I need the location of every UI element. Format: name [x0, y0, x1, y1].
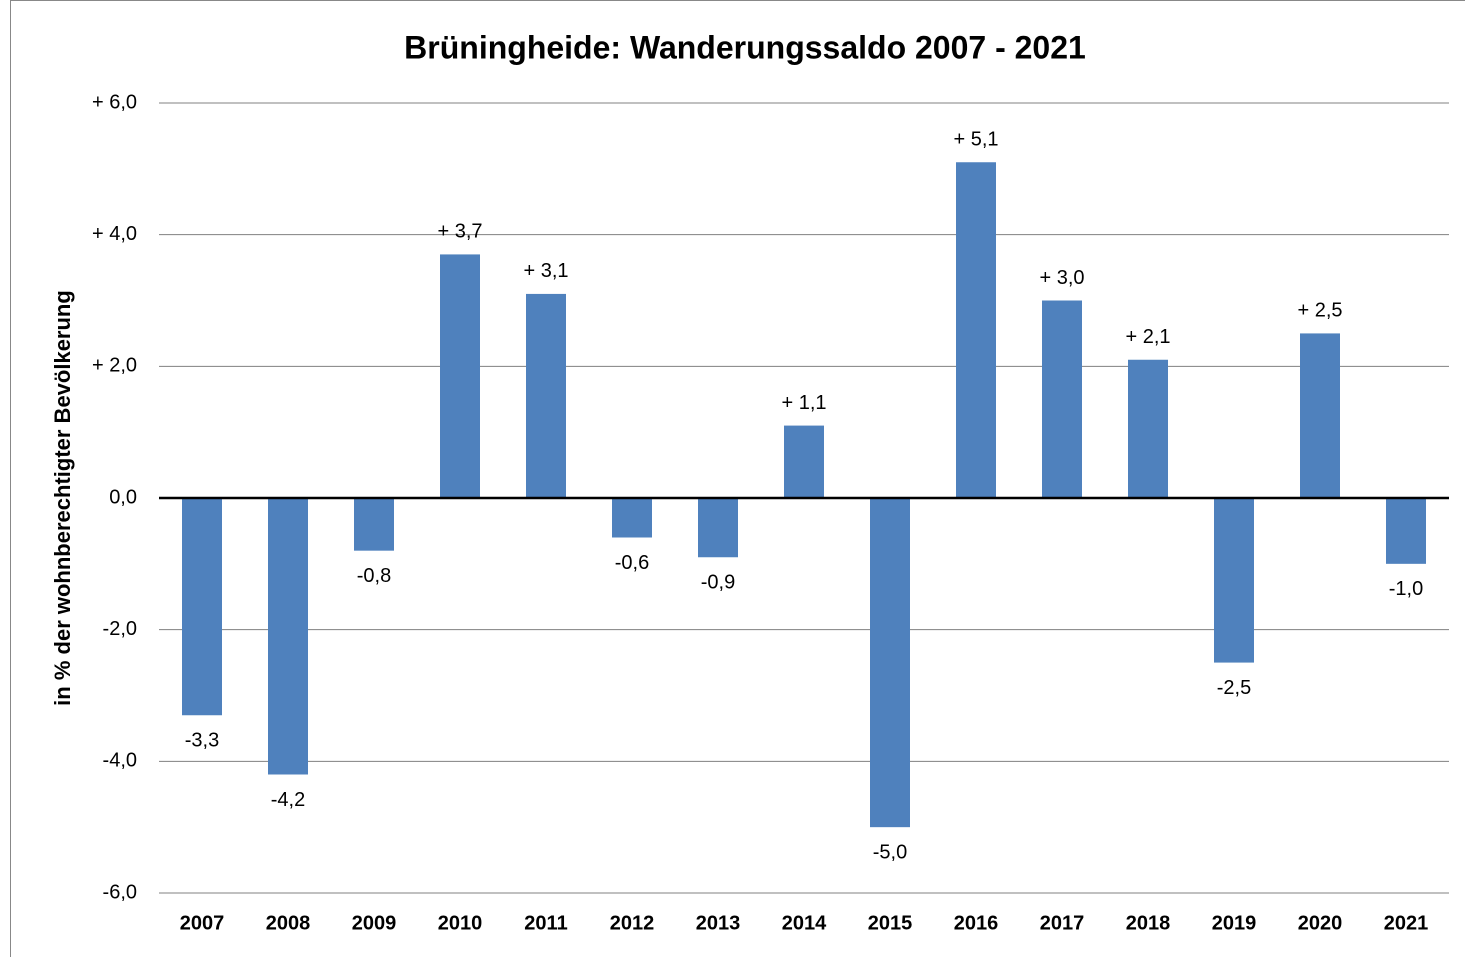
y-axis-label: in % der wohnberechtigter Bevölkerung [50, 290, 75, 706]
x-tick-label: 2021 [1384, 912, 1429, 934]
x-tick-label: 2019 [1212, 912, 1257, 934]
value-label: + 5,1 [953, 129, 998, 151]
x-tick-label: 2009 [352, 912, 397, 934]
y-tick-label: -4,0 [103, 750, 137, 772]
bar [268, 498, 308, 775]
y-tick-label: -2,0 [103, 618, 137, 640]
bar [698, 498, 738, 558]
value-label: -1,0 [1389, 578, 1423, 600]
x-tick-label: 2007 [180, 912, 225, 934]
bar [440, 254, 480, 498]
bar [1128, 359, 1168, 498]
x-tick-label: 2008 [266, 912, 311, 934]
y-tick-label: + 2,0 [92, 355, 137, 377]
bar [526, 293, 566, 498]
y-tick-label: + 4,0 [92, 223, 137, 245]
value-label: -2,5 [1217, 677, 1251, 699]
chart-title: Brüningheide: Wanderungssaldo 2007 - 202… [404, 29, 1086, 65]
bar [784, 425, 824, 498]
x-tick-label: 2015 [868, 912, 913, 934]
x-tick-label: 2011 [524, 912, 567, 934]
value-label: + 2,1 [1125, 326, 1170, 348]
x-tick-label: 2012 [610, 912, 655, 934]
value-label: -5,0 [873, 841, 907, 863]
bar [182, 498, 222, 716]
x-tick-label: 2014 [782, 912, 827, 934]
x-tick-label: 2017 [1040, 912, 1085, 934]
bar [612, 498, 652, 538]
bar [1042, 300, 1082, 498]
bar [1386, 498, 1426, 564]
chart-frame [10, 0, 1465, 957]
x-tick-label: 2018 [1126, 912, 1171, 934]
value-label: -4,2 [271, 789, 305, 811]
bar [1214, 498, 1254, 663]
x-tick-label: 2020 [1298, 912, 1343, 934]
bar [870, 498, 910, 828]
value-label: + 1,1 [781, 392, 826, 414]
x-tick-label: 2013 [696, 912, 741, 934]
bar [1300, 333, 1340, 498]
bar [354, 498, 394, 551]
y-tick-label: -6,0 [103, 881, 137, 903]
value-label: -0,8 [357, 565, 391, 587]
x-tick-label: 2010 [438, 912, 483, 934]
value-label: -0,6 [615, 552, 649, 574]
value-label: + 2,5 [1297, 300, 1342, 322]
y-tick-label: + 6,0 [92, 91, 137, 113]
bar [956, 162, 996, 498]
value-label: + 3,0 [1039, 267, 1084, 289]
value-label: -0,9 [701, 572, 735, 594]
value-label: + 3,7 [437, 221, 482, 243]
value-label: -3,3 [185, 730, 219, 752]
value-label: + 3,1 [523, 260, 568, 282]
y-tick-label: 0,0 [109, 486, 137, 508]
x-tick-label: 2016 [954, 912, 999, 934]
